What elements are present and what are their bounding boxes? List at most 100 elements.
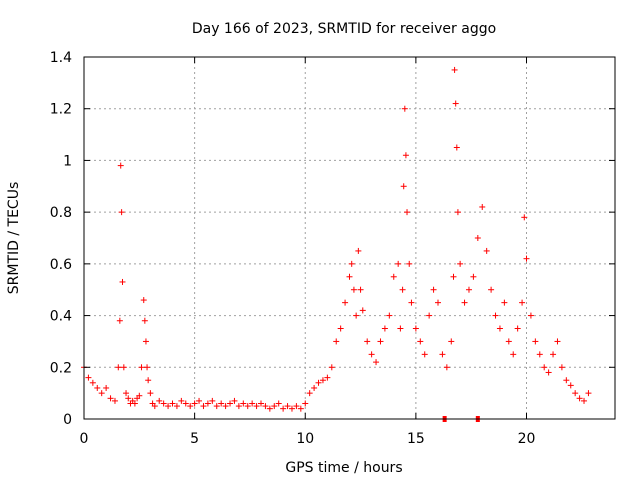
y-tick-label: 0 <box>63 412 72 428</box>
x-tick-label: 5 <box>190 431 199 447</box>
data-point <box>558 364 565 371</box>
data-point <box>496 325 503 332</box>
data-point <box>227 400 234 407</box>
data-point <box>275 400 282 407</box>
data-point <box>452 100 459 107</box>
y-tick-label: 1.4 <box>50 50 72 66</box>
data-point <box>324 374 331 381</box>
data-point <box>218 400 225 407</box>
data-point <box>519 299 526 306</box>
data-point <box>311 384 318 391</box>
data-point <box>231 397 238 404</box>
y-tick-label: 1.2 <box>50 102 72 118</box>
data-point <box>103 384 110 391</box>
data-point <box>253 403 260 410</box>
data-point <box>191 400 198 407</box>
data-point <box>182 400 189 407</box>
data-point <box>521 214 528 221</box>
data-point <box>550 351 557 358</box>
data-point <box>111 397 118 404</box>
data-point <box>448 338 455 345</box>
data-point <box>450 273 457 280</box>
data-point <box>293 403 300 410</box>
data-point <box>454 209 461 216</box>
data-point <box>406 260 413 267</box>
data-point <box>355 247 362 254</box>
data-point <box>395 260 402 267</box>
grid <box>84 57 615 419</box>
data-point <box>357 286 364 293</box>
data-point <box>527 312 534 319</box>
data-point <box>204 400 211 407</box>
data-point <box>138 364 145 371</box>
data-point <box>348 260 355 267</box>
data-point <box>457 260 464 267</box>
data-point <box>417 338 424 345</box>
data-point <box>302 400 309 407</box>
data-point <box>585 390 592 397</box>
y-tick-label: 1 <box>63 153 72 169</box>
data-point <box>514 325 521 332</box>
data-point <box>532 338 539 345</box>
data-point <box>156 397 163 404</box>
data-point <box>483 247 490 254</box>
data-point <box>200 403 207 410</box>
data-point <box>337 325 344 332</box>
x-tick-label: 20 <box>518 431 536 447</box>
data-point <box>147 390 154 397</box>
data-point <box>118 209 125 216</box>
data-point <box>131 400 138 407</box>
data-point <box>576 395 583 402</box>
data-point <box>98 390 105 397</box>
data-point <box>85 374 92 381</box>
data-point <box>400 183 407 190</box>
data-point <box>120 364 127 371</box>
data-point <box>381 325 388 332</box>
data-point <box>377 338 384 345</box>
data-point <box>430 286 437 293</box>
data-point <box>399 286 406 293</box>
data-point <box>288 405 295 412</box>
data-point <box>249 400 256 407</box>
y-tick-label: 0.6 <box>50 257 72 273</box>
data-point <box>89 379 96 386</box>
data-point <box>461 299 468 306</box>
data-point <box>390 273 397 280</box>
data-point <box>196 397 203 404</box>
data-point <box>306 390 313 397</box>
data-point <box>435 299 441 306</box>
data-point <box>470 273 477 280</box>
data-point <box>125 395 132 402</box>
data-point <box>523 255 530 262</box>
x-axis-label: GPS time / hours <box>285 460 402 476</box>
data-point <box>141 317 148 324</box>
data-point <box>439 351 446 358</box>
ticks <box>83 56 615 420</box>
data-point <box>280 405 287 412</box>
data-point <box>373 359 380 366</box>
x-tick-label: 0 <box>80 431 89 447</box>
data-point <box>284 403 291 410</box>
data-point <box>240 400 247 407</box>
data-point <box>350 286 357 293</box>
chart-title: Day 166 of 2023, SRMTID for receiver agg… <box>192 21 496 37</box>
data-point <box>364 338 371 345</box>
data-point <box>187 403 194 410</box>
data-point <box>451 66 458 73</box>
y-tick-label: 0.8 <box>50 205 72 221</box>
data-point <box>173 403 180 410</box>
y-tick-label: 0.4 <box>50 309 72 325</box>
data-point <box>213 403 220 410</box>
data-point <box>563 377 570 384</box>
data-point <box>397 325 404 332</box>
data-point <box>107 395 114 402</box>
data-point <box>160 400 167 407</box>
data-point <box>541 364 548 371</box>
data-point <box>209 397 216 404</box>
data-point <box>510 351 517 358</box>
data-point <box>479 203 486 210</box>
data-point <box>145 377 152 384</box>
data-marks <box>81 66 592 422</box>
data-point <box>140 297 147 304</box>
